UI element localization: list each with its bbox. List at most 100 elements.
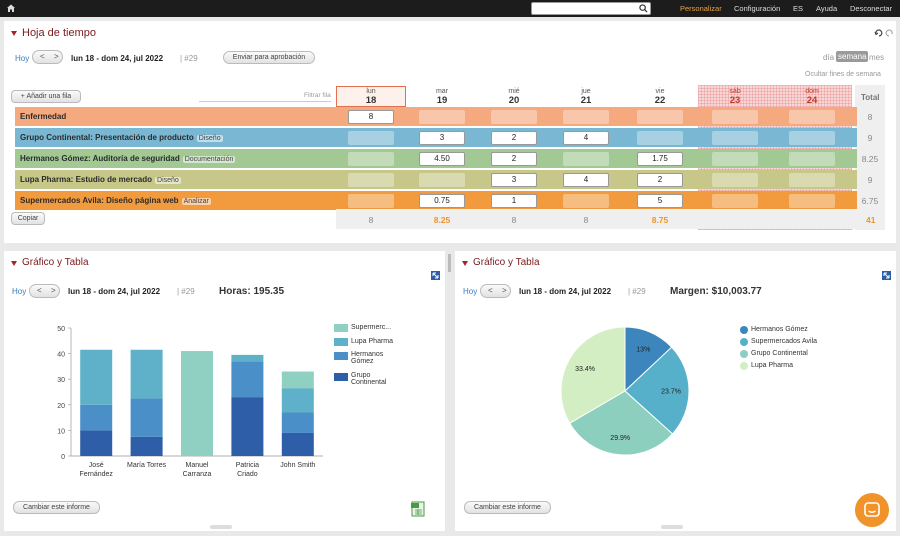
next-week-icon[interactable]: >	[502, 286, 507, 295]
hours-input[interactable]	[789, 152, 835, 166]
week-nav[interactable]: < >	[29, 284, 60, 298]
week-number[interactable]: | #29	[177, 287, 195, 296]
hours-input[interactable]: 0.75	[419, 194, 465, 208]
hours-input[interactable]: 4	[563, 173, 609, 187]
hours-input[interactable]: 3	[491, 173, 537, 187]
hours-input[interactable]	[637, 131, 683, 145]
bar-segment[interactable]	[281, 371, 314, 389]
hours-input[interactable]	[789, 173, 835, 187]
resize-handle[interactable]	[210, 525, 232, 529]
row-name[interactable]: Hermanos Gómez: Auditoría de seguridad Do…	[20, 154, 236, 163]
today-link[interactable]: Hoy	[12, 287, 27, 296]
hours-input[interactable]	[712, 194, 758, 208]
next-week-icon[interactable]: >	[51, 286, 56, 295]
nav-personalizar[interactable]: Personalizar	[680, 4, 722, 13]
bar-segment[interactable]	[181, 351, 213, 456]
home-icon[interactable]	[6, 3, 16, 13]
bar-segment[interactable]	[281, 388, 314, 413]
chat-button[interactable]	[855, 493, 889, 527]
nav-desconectar[interactable]: Desconectar	[850, 4, 893, 13]
hours-input[interactable]	[491, 110, 537, 124]
hours-input[interactable]: 4.50	[419, 152, 465, 166]
collapse-icon[interactable]	[11, 261, 17, 266]
hours-input[interactable]: 1.75	[637, 152, 683, 166]
hours-input[interactable]	[712, 173, 758, 187]
hours-input[interactable]	[348, 131, 394, 145]
hours-input[interactable]	[712, 110, 758, 124]
hide-weekends-link[interactable]: Ocultar fines de semana	[805, 71, 881, 78]
hours-input[interactable]: 3	[419, 131, 465, 145]
hours-input[interactable]: 1	[491, 194, 537, 208]
hours-input[interactable]	[348, 194, 394, 208]
prev-week-icon[interactable]: <	[488, 286, 493, 295]
bar-segment[interactable]	[130, 349, 163, 399]
view-day[interactable]: día	[823, 53, 835, 62]
week-nav[interactable]: < >	[480, 284, 511, 298]
hours-input[interactable]	[563, 110, 609, 124]
bar-segment[interactable]	[80, 404, 113, 431]
expand-icon[interactable]	[882, 271, 891, 280]
hours-input[interactable]	[563, 152, 609, 166]
change-report-button[interactable]: Cambiar este informe	[464, 501, 551, 514]
copy-button[interactable]: Copiar	[11, 212, 45, 225]
hours-input[interactable]	[712, 152, 758, 166]
prev-week-icon[interactable]: <	[40, 52, 45, 61]
row-name[interactable]: Enfermedad	[20, 112, 66, 121]
bar-segment[interactable]	[130, 398, 163, 437]
submit-approval-button[interactable]: Enviar para aprobación	[223, 51, 315, 64]
view-week[interactable]: semana	[836, 51, 869, 62]
export-excel-icon[interactable]	[410, 501, 426, 517]
hours-input[interactable]	[563, 194, 609, 208]
search-icon[interactable]	[639, 4, 648, 13]
bar-segment[interactable]	[231, 354, 264, 362]
pie-slice[interactable]	[560, 326, 626, 424]
week-nav[interactable]: < >	[32, 50, 63, 64]
today-link[interactable]: Hoy	[15, 54, 30, 63]
pie-slice[interactable]	[569, 390, 674, 456]
nav-language[interactable]: ES	[793, 4, 804, 13]
hours-input[interactable]	[348, 152, 394, 166]
bar-segment[interactable]	[80, 349, 113, 405]
pie-slice[interactable]	[624, 346, 690, 435]
hours-input[interactable]	[789, 131, 835, 145]
undo-redo-icon[interactable]	[874, 29, 894, 37]
week-number[interactable]: | #29	[628, 287, 646, 296]
bar-segment[interactable]	[231, 361, 264, 398]
hours-input[interactable]	[712, 131, 758, 145]
hours-input[interactable]: 2	[491, 152, 537, 166]
bar-segment[interactable]	[130, 436, 163, 456]
collapse-icon[interactable]	[462, 261, 468, 266]
row-name[interactable]: Grupo Continental: Presentación de produ…	[20, 133, 223, 142]
hours-input[interactable]	[348, 173, 394, 187]
next-week-icon[interactable]: >	[54, 52, 59, 61]
bar-segment[interactable]	[281, 432, 314, 456]
hours-input[interactable]	[789, 194, 835, 208]
collapse-icon[interactable]	[11, 31, 17, 36]
row-name[interactable]: Lupa Pharma: Estudio de mercado Diseño	[20, 175, 181, 184]
hours-input[interactable]: 4	[563, 131, 609, 145]
today-link[interactable]: Hoy	[463, 287, 478, 296]
prev-week-icon[interactable]: <	[37, 286, 42, 295]
hours-input[interactable]	[419, 110, 465, 124]
hours-input[interactable]	[789, 110, 835, 124]
view-month[interactable]: mes	[869, 53, 885, 62]
bar-segment[interactable]	[80, 430, 113, 456]
hours-input[interactable]: 8	[348, 110, 394, 124]
nav-ayuda[interactable]: Ayuda	[816, 4, 838, 13]
nav-configuracion[interactable]: Configuración	[734, 4, 781, 13]
change-report-button[interactable]: Cambiar este informe	[13, 501, 100, 514]
row-name[interactable]: Supermercados Avila: Diseño página web An…	[20, 196, 211, 205]
search-input[interactable]	[531, 2, 651, 15]
hours-input[interactable]	[637, 110, 683, 124]
filter-row-input[interactable]: Filtrar fila	[304, 92, 331, 99]
hours-input[interactable]: 2	[637, 173, 683, 187]
hours-input[interactable]: 5	[637, 194, 683, 208]
bar-segment[interactable]	[281, 412, 314, 433]
add-row-button[interactable]: + Añadir una fila	[11, 90, 81, 103]
bar-segment[interactable]	[231, 397, 264, 456]
panel-scrollbar[interactable]	[448, 254, 451, 272]
week-number[interactable]: | #29	[180, 54, 198, 63]
hours-input[interactable]: 2	[491, 131, 537, 145]
expand-icon[interactable]	[431, 271, 440, 280]
hours-input[interactable]	[419, 173, 465, 187]
